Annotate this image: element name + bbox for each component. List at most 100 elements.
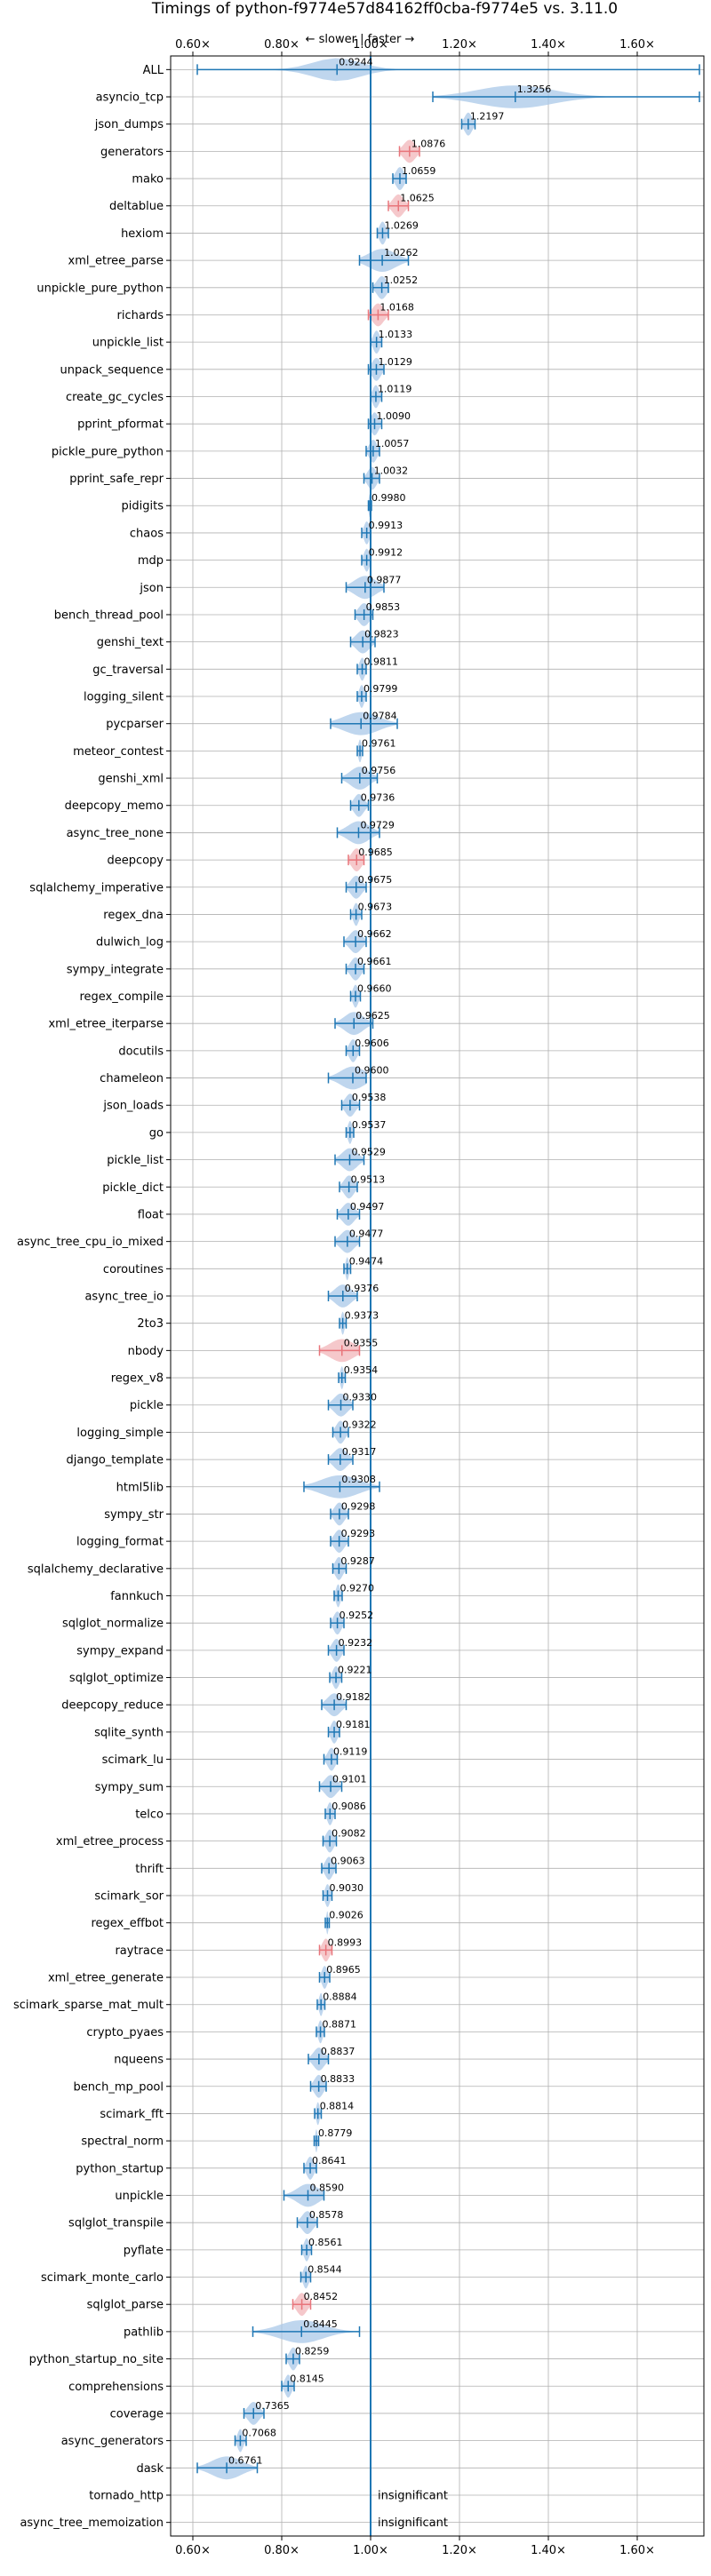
- y-tick-label: pickle_pure_python: [52, 445, 164, 458]
- y-tick-label: bench_mp_pool: [73, 2080, 164, 2094]
- value-label: 1.2197: [470, 111, 505, 123]
- y-tick-label: scimark_sparse_mat_mult: [13, 1999, 164, 2012]
- value-label: 0.9287: [340, 1555, 375, 1567]
- value-label: 0.8259: [295, 2346, 330, 2357]
- value-label: 0.8641: [312, 2155, 347, 2167]
- y-tick-label: sqlglot_optimize: [69, 1672, 164, 1685]
- value-label: 0.9799: [363, 683, 398, 695]
- x-tick-label-bottom: 1.40×: [531, 2544, 566, 2557]
- y-tick-label: deepcopy_memo: [65, 799, 164, 813]
- insignificant-label: insignificant: [378, 2516, 448, 2530]
- y-tick-label: pidigits: [122, 500, 164, 513]
- y-tick-label: scimark_lu: [102, 1753, 164, 1767]
- value-label: 0.8833: [321, 2073, 356, 2085]
- y-tick-label: async_generators: [61, 2435, 164, 2448]
- y-tick-label: regex_v8: [111, 1372, 164, 1386]
- value-label: 0.9529: [351, 1147, 386, 1158]
- value-label: 0.9823: [364, 629, 399, 640]
- y-tick-label: nbody: [128, 1345, 164, 1358]
- value-label: 0.8145: [290, 2373, 324, 2384]
- value-label: 0.9662: [357, 928, 392, 940]
- value-label: 0.8590: [310, 2182, 345, 2193]
- value-label: 1.0133: [379, 329, 413, 340]
- x-tick-label-top: 0.80×: [264, 38, 300, 52]
- x-tick-label-bottom: 0.60×: [175, 2544, 211, 2557]
- axis-layer: 0.60× 0.60× 0.80× 0.80× 1.00× 1.00× 1.20× 1.20×…: [13, 38, 655, 2557]
- mark-layer: [196, 64, 700, 2474]
- value-label: 1.0625: [400, 193, 435, 204]
- y-tick-label: deltablue: [109, 200, 164, 213]
- y-tick-label: python_startup_no_site: [29, 2353, 164, 2366]
- y-tick-label: gc_traversal: [92, 664, 164, 677]
- value-label: 0.9736: [361, 792, 395, 804]
- y-tick-label: telco: [135, 1808, 164, 1821]
- value-label: 1.0876: [411, 138, 446, 149]
- y-tick-label: comprehensions: [68, 2381, 164, 2394]
- value-label: 0.9252: [340, 1610, 374, 1621]
- x-tick-label-top: 1.00×: [353, 38, 388, 52]
- y-tick-label: pprint_safe_repr: [69, 473, 164, 486]
- value-label: 0.8452: [304, 2291, 339, 2302]
- value-label: 1.0057: [375, 438, 410, 449]
- value-label: 0.8884: [323, 1992, 357, 2003]
- value-label: 0.9354: [344, 1364, 379, 1376]
- value-label: 1.0129: [378, 356, 412, 368]
- value-label: 1.0119: [378, 384, 412, 395]
- y-tick-label: sqlalchemy_imperative: [29, 881, 164, 894]
- y-tick-label: sqlglot_transpile: [68, 2217, 164, 2230]
- y-tick-label: unpack_sequence: [60, 363, 164, 377]
- value-label: 0.9317: [342, 1446, 377, 1458]
- value-label: 0.9232: [339, 1637, 373, 1649]
- value-label: 0.9330: [343, 1392, 378, 1403]
- y-tick-label: json_dumps: [94, 118, 164, 131]
- y-tick-label: coverage: [110, 2407, 164, 2421]
- value-label: 0.9811: [364, 656, 399, 667]
- y-tick-label: scimark_monte_carlo: [41, 2271, 164, 2285]
- value-label: 0.9685: [358, 847, 393, 858]
- value-label: 0.9913: [369, 520, 403, 531]
- y-tick-label: html5lib: [116, 1481, 164, 1494]
- value-label: 0.7068: [242, 2428, 276, 2439]
- y-tick-label: spectral_norm: [81, 2135, 164, 2149]
- y-tick-label: pyflate: [124, 2244, 164, 2257]
- value-label: 0.8993: [328, 1936, 363, 1948]
- y-tick-label: genshi_text: [97, 636, 164, 649]
- y-tick-label: float: [138, 1208, 164, 1221]
- value-label: 0.9355: [344, 1337, 379, 1348]
- value-label: 0.7365: [255, 2400, 290, 2412]
- value-label: 0.9270: [340, 1582, 375, 1594]
- value-label: 0.9912: [369, 547, 403, 559]
- value-label: 1.0269: [384, 219, 419, 231]
- value-label: 0.9086: [332, 1801, 366, 1812]
- y-tick-label: dask: [136, 2462, 164, 2476]
- y-tick-label: django_template: [67, 1454, 164, 1467]
- y-tick-label: regex_compile: [79, 990, 164, 1004]
- value-label: 1.0090: [377, 410, 411, 422]
- value-label: 0.9181: [336, 1719, 371, 1730]
- y-tick-label: coroutines: [103, 1263, 164, 1276]
- value-label: 0.6761: [228, 2454, 263, 2466]
- value-label: 0.9513: [351, 1173, 386, 1185]
- y-tick-label: sqlite_synth: [94, 1726, 164, 1739]
- y-tick-label: xml_etree_generate: [48, 1972, 164, 1985]
- value-label: 0.9293: [341, 1528, 376, 1539]
- y-tick-label: async_tree_cpu_io_mixed: [17, 1236, 164, 1249]
- value-label: 0.9877: [367, 574, 402, 585]
- y-tick-label: nqueens: [114, 2054, 164, 2067]
- value-label: 0.9538: [352, 1092, 387, 1103]
- y-tick-label: pprint_pformat: [77, 418, 164, 432]
- y-tick-label: sqlalchemy_declarative: [28, 1562, 164, 1576]
- y-tick-label: 2to3: [137, 1317, 164, 1331]
- value-label: 0.9373: [345, 1310, 379, 1322]
- value-label: 0.9675: [358, 874, 393, 886]
- y-tick-label: create_gc_cycles: [66, 391, 164, 404]
- value-label: 0.9026: [329, 1910, 363, 1921]
- x-tick-label-top: 1.40×: [531, 38, 566, 52]
- value-label: 1.0032: [374, 465, 409, 477]
- y-tick-label: pycparser: [106, 718, 164, 731]
- value-label: 1.0252: [384, 274, 419, 286]
- value-label: 0.9322: [342, 1419, 377, 1430]
- value-label: 0.9625: [356, 1010, 390, 1022]
- value-label: 0.9063: [331, 1855, 365, 1866]
- value-label: 0.9761: [362, 737, 396, 749]
